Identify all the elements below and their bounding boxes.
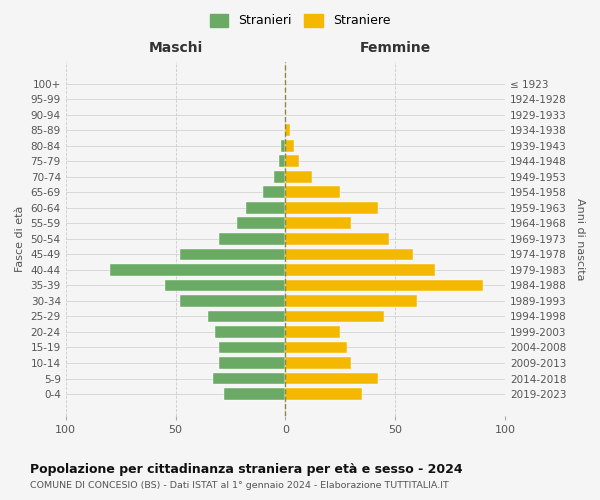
Bar bbox=[279, 156, 286, 167]
Bar bbox=[286, 342, 347, 353]
Text: Maschi: Maschi bbox=[148, 40, 203, 54]
Bar bbox=[110, 264, 286, 276]
Bar bbox=[286, 140, 294, 151]
Bar bbox=[213, 372, 286, 384]
Bar bbox=[164, 280, 286, 291]
Bar bbox=[286, 264, 435, 276]
Bar bbox=[215, 326, 286, 338]
Legend: Stranieri, Straniere: Stranieri, Straniere bbox=[205, 8, 395, 32]
Bar bbox=[220, 357, 286, 369]
Bar bbox=[286, 156, 299, 167]
Bar bbox=[180, 248, 286, 260]
Y-axis label: Fasce di età: Fasce di età bbox=[15, 206, 25, 272]
Bar bbox=[286, 186, 340, 198]
Bar bbox=[286, 218, 351, 229]
Bar bbox=[208, 310, 286, 322]
Text: Popolazione per cittadinanza straniera per età e sesso - 2024: Popolazione per cittadinanza straniera p… bbox=[30, 462, 463, 475]
Bar bbox=[286, 326, 340, 338]
Text: Femmine: Femmine bbox=[359, 40, 431, 54]
Bar bbox=[286, 372, 377, 384]
Bar bbox=[286, 357, 351, 369]
Bar bbox=[286, 388, 362, 400]
Bar bbox=[180, 295, 286, 306]
Bar bbox=[286, 124, 290, 136]
Bar bbox=[263, 186, 286, 198]
Y-axis label: Anni di nascita: Anni di nascita bbox=[575, 198, 585, 280]
Bar bbox=[286, 248, 413, 260]
Bar bbox=[237, 218, 286, 229]
Bar bbox=[274, 171, 286, 182]
Text: COMUNE DI CONCESIO (BS) - Dati ISTAT al 1° gennaio 2024 - Elaborazione TUTTITALI: COMUNE DI CONCESIO (BS) - Dati ISTAT al … bbox=[30, 481, 449, 490]
Bar bbox=[220, 233, 286, 244]
Bar bbox=[286, 171, 312, 182]
Bar bbox=[220, 342, 286, 353]
Bar bbox=[224, 388, 286, 400]
Bar bbox=[286, 233, 389, 244]
Bar bbox=[246, 202, 286, 213]
Bar bbox=[286, 310, 384, 322]
Bar bbox=[281, 140, 286, 151]
Bar bbox=[286, 202, 377, 213]
Bar bbox=[286, 280, 483, 291]
Bar bbox=[286, 295, 417, 306]
